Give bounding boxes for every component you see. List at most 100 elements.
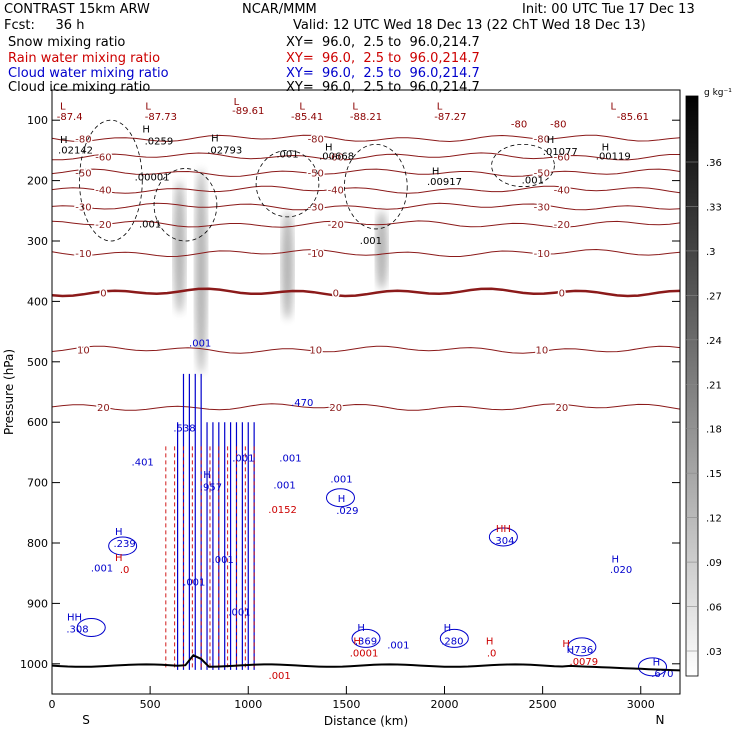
contour-annotation: H — [353, 636, 361, 647]
colorbar-tick-label: .18 — [706, 425, 722, 436]
contour-annotation: -88.21 — [350, 112, 382, 123]
colorbar-tick-label: .3 — [706, 247, 716, 258]
temperature-contour-label: 20 — [329, 403, 342, 414]
contour-annotation: .001 — [232, 453, 254, 464]
contour-annotation: .001 — [360, 236, 382, 247]
temperature-contour — [51, 403, 681, 411]
contour-annotation: .670 — [651, 669, 673, 680]
temperature-contour-label: -30 — [534, 203, 550, 214]
x-tick-label: 1500 — [332, 698, 360, 711]
cloud-ice-contour — [491, 143, 555, 188]
temperature-contour — [51, 345, 681, 354]
cloud-ice-contour — [153, 168, 218, 242]
contour-annotation: .02142 — [58, 145, 93, 156]
contour-annotation: .001 — [228, 607, 250, 618]
y-tick-label: 400 — [27, 295, 48, 308]
field-label-cloudwater: Cloud water mixing ratio — [8, 66, 169, 81]
temperature-contour-label: -50 — [308, 169, 324, 180]
cloud-water-contour — [76, 618, 106, 638]
contour-annotation: L — [145, 101, 151, 112]
contour-annotation: L — [299, 101, 305, 112]
colorbar-unit: g kg⁻¹ — [704, 88, 732, 98]
contour-annotation: HH — [67, 612, 82, 623]
x-tick-label: 1000 — [234, 698, 262, 711]
temperature-contour — [51, 220, 681, 228]
temperature-contour — [51, 248, 681, 258]
cloud-water-contour — [638, 657, 668, 677]
contour-annotation: .029 — [336, 506, 358, 517]
field-label-rain: Rain water mixing ratio — [8, 51, 161, 66]
temperature-contour-label: -40 — [554, 186, 570, 197]
contour-annotation: .001 — [276, 150, 298, 161]
contour-annotation: H — [486, 636, 494, 647]
contour-annotation: H — [611, 554, 619, 565]
contour-annotation: .001 — [91, 563, 113, 574]
y-tick-label: 700 — [27, 477, 48, 490]
ice-shading-plume — [375, 210, 388, 290]
ice-shading-plume — [173, 180, 186, 314]
cloud-water-contour — [439, 628, 469, 648]
temperature-contour-label: -20 — [554, 220, 570, 231]
colorbar-tick-label: .24 — [706, 336, 722, 347]
plot-frame — [51, 89, 681, 695]
contour-annotation: .0 — [120, 565, 130, 576]
contour-annotation: .02793 — [207, 145, 242, 156]
contour-annotation: -87.27 — [434, 112, 466, 123]
contour-annotation: H — [325, 142, 333, 153]
model-title: CONTRAST 15km ARW — [4, 2, 150, 17]
contour-annotation: .001 — [139, 220, 161, 231]
contour-annotation: H — [203, 470, 211, 481]
contour-annotation: H — [115, 553, 123, 564]
temperature-contour-label: -40 — [95, 186, 111, 197]
contour-annotation: L — [352, 101, 358, 112]
temperature-contour-label: -10 — [75, 249, 91, 260]
temperature-contour-label: -60 — [95, 152, 111, 163]
temperature-contour-label: -60 — [554, 152, 570, 163]
field-label-cloudice: Cloud ice mixing ratio — [8, 80, 151, 95]
contour-annotation: L — [60, 101, 66, 112]
init-time: Init: 00 UTC Tue 17 Dec 13 — [522, 2, 695, 17]
ice-shading-plume — [281, 210, 294, 320]
colorbar-tick-label: .09 — [706, 558, 722, 569]
temperature-contour-label: 0 — [100, 288, 106, 299]
y-tick-label: 600 — [27, 416, 48, 429]
y-tick-label: 1000 — [20, 658, 48, 671]
cloud-ice-contour — [255, 149, 320, 218]
temperature-contour-label: -80 — [308, 134, 324, 145]
contour-annotation: H — [211, 133, 219, 144]
contour-annotation: L — [610, 101, 616, 112]
field-xy-cloudice: XY= 96.0, 2.5 to 96.0,214.7 — [286, 80, 480, 95]
contour-annotation: H736 — [567, 645, 594, 656]
x-tick-label: 0 — [49, 698, 56, 711]
temperature-contour — [51, 202, 681, 211]
contour-annotation: .00119 — [596, 151, 631, 162]
contour-annotation: .0079 — [570, 657, 599, 668]
contour-annotation: .001 — [212, 555, 234, 566]
contour-annotation: .00917 — [427, 177, 462, 188]
contour-annotation: .957 — [200, 482, 222, 493]
x-axis-label: Distance (km) — [324, 714, 408, 728]
y-tick-label: 100 — [27, 114, 48, 127]
contour-annotation: .001 — [330, 475, 352, 486]
temperature-contour-label: -20 — [95, 220, 111, 231]
contour-annotation: .020 — [610, 565, 632, 576]
temperature-contour — [51, 152, 680, 161]
contour-annotation: .01077 — [543, 147, 578, 158]
contour-annotation: .0001 — [350, 649, 379, 660]
colorbar-tick-label: .15 — [706, 469, 722, 480]
temperature-contour-label: -50 — [75, 169, 91, 180]
contour-annotation: H — [547, 135, 555, 146]
x-endpoint-left: S — [82, 713, 90, 727]
temperature-contour-label: -10 — [308, 249, 324, 260]
temperature-contour-label: 0 — [333, 288, 339, 299]
contour-annotation: .001 — [387, 641, 409, 652]
colorbar-tick-label: .33 — [706, 202, 722, 213]
temperature-contour — [51, 134, 681, 143]
colorbar-tick-label: .03 — [706, 647, 722, 658]
contour-annotation: -87.4 — [57, 112, 83, 123]
contour-annotation: -85.61 — [617, 112, 649, 123]
contour-annotation: .001 — [183, 577, 205, 588]
y-tick-label: 300 — [27, 235, 48, 248]
y-tick-label: 900 — [27, 597, 48, 610]
